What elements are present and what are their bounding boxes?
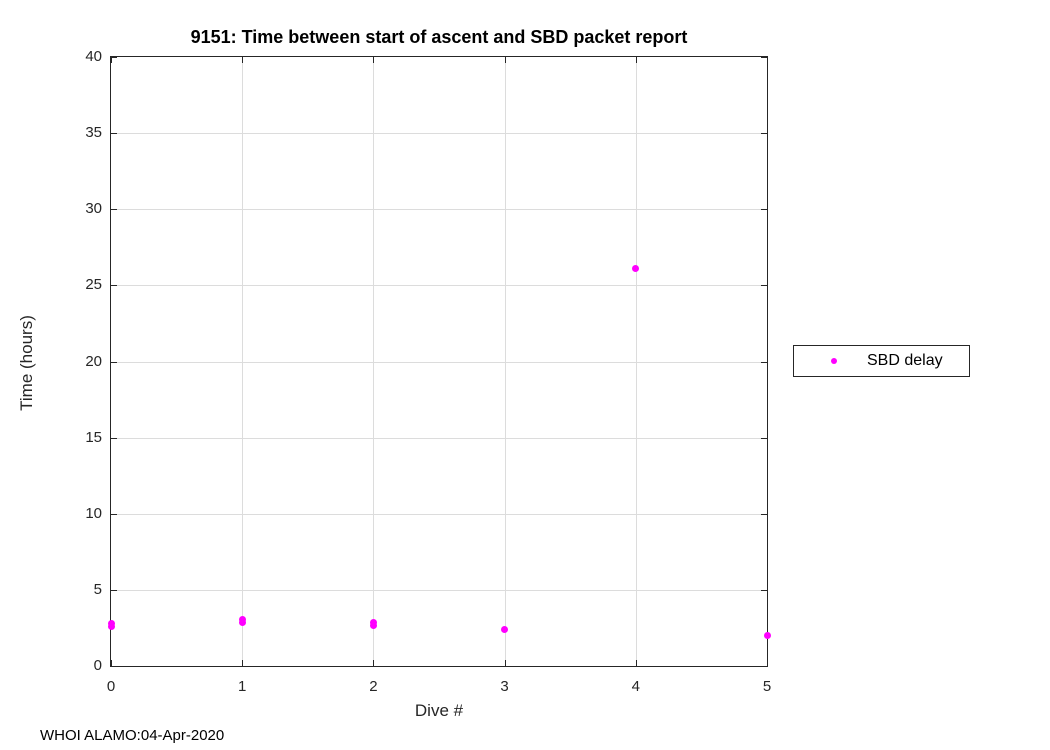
y-tick-mark bbox=[761, 285, 767, 287]
footer-annotation: WHOI ALAMO:04-Apr-2020 bbox=[40, 727, 225, 744]
y-tick-mark bbox=[111, 57, 117, 58]
legend-marker-dot-icon bbox=[831, 358, 837, 364]
y-tick-mark bbox=[111, 361, 117, 363]
x-tick-mark bbox=[111, 57, 112, 63]
x-tick-mark bbox=[767, 660, 768, 666]
gridline-horizontal bbox=[111, 133, 767, 135]
y-tick-mark bbox=[111, 437, 117, 439]
data-point bbox=[501, 625, 509, 633]
y-tick-mark bbox=[761, 513, 767, 515]
y-tick-label: 35 bbox=[85, 124, 102, 142]
plot-area bbox=[107, 56, 771, 667]
gridline-horizontal bbox=[111, 209, 767, 211]
x-tick-mark bbox=[111, 660, 112, 666]
data-point bbox=[632, 265, 640, 273]
y-tick-mark bbox=[761, 666, 767, 667]
x-tick-mark bbox=[635, 660, 637, 666]
gridline-horizontal bbox=[111, 361, 767, 363]
data-point bbox=[369, 619, 377, 627]
legend-entry-label: SBD delay bbox=[867, 352, 943, 369]
gridline-horizontal bbox=[111, 513, 767, 515]
y-tick-mark bbox=[761, 209, 767, 211]
y-tick-mark bbox=[111, 209, 117, 211]
y-tick-mark bbox=[761, 437, 767, 439]
data-point bbox=[238, 616, 246, 624]
data-point bbox=[107, 620, 115, 628]
y-tick-mark bbox=[761, 57, 767, 58]
chart-title: 9151: Time between start of ascent and S… bbox=[190, 27, 688, 47]
y-tick-mark bbox=[111, 589, 117, 591]
data-point bbox=[763, 632, 771, 640]
x-tick-mark bbox=[242, 660, 244, 666]
y-tick-mark bbox=[111, 513, 117, 515]
x-tick-mark bbox=[504, 660, 506, 666]
y-tick-mark bbox=[111, 133, 117, 135]
y-tick-label: 5 bbox=[93, 580, 102, 598]
x-tick-label: 1 bbox=[238, 678, 247, 695]
x-tick-mark bbox=[373, 660, 375, 666]
x-tick-mark bbox=[373, 57, 375, 63]
y-tick-mark bbox=[761, 589, 767, 591]
x-tick-mark bbox=[504, 57, 506, 63]
gridline-horizontal bbox=[111, 589, 767, 591]
y-tick-label: 25 bbox=[85, 276, 102, 294]
x-tick-label: 0 bbox=[106, 678, 116, 695]
gridline-horizontal bbox=[111, 437, 767, 439]
x-tick-mark bbox=[767, 57, 768, 63]
y-tick-mark bbox=[761, 361, 767, 363]
x-tick-mark bbox=[242, 57, 244, 63]
legend-box: SBD delay bbox=[793, 345, 970, 377]
x-tick-label: 3 bbox=[500, 678, 509, 695]
y-tick-label: 40 bbox=[85, 48, 102, 65]
x-axis-label: Dive # bbox=[414, 701, 464, 720]
y-tick-label: 20 bbox=[85, 352, 102, 370]
y-tick-label: 15 bbox=[85, 428, 102, 446]
y-tick-label: 30 bbox=[85, 200, 102, 218]
y-tick-label: 0 bbox=[93, 657, 102, 674]
y-tick-mark bbox=[111, 285, 117, 287]
x-tick-mark bbox=[635, 57, 637, 63]
x-tick-label: 5 bbox=[762, 678, 772, 695]
gridline-horizontal bbox=[111, 285, 767, 287]
y-tick-mark bbox=[761, 133, 767, 135]
y-tick-label: 10 bbox=[85, 504, 102, 522]
y-tick-mark bbox=[111, 666, 117, 667]
x-tick-label: 4 bbox=[631, 678, 640, 695]
x-tick-label: 2 bbox=[369, 678, 378, 695]
